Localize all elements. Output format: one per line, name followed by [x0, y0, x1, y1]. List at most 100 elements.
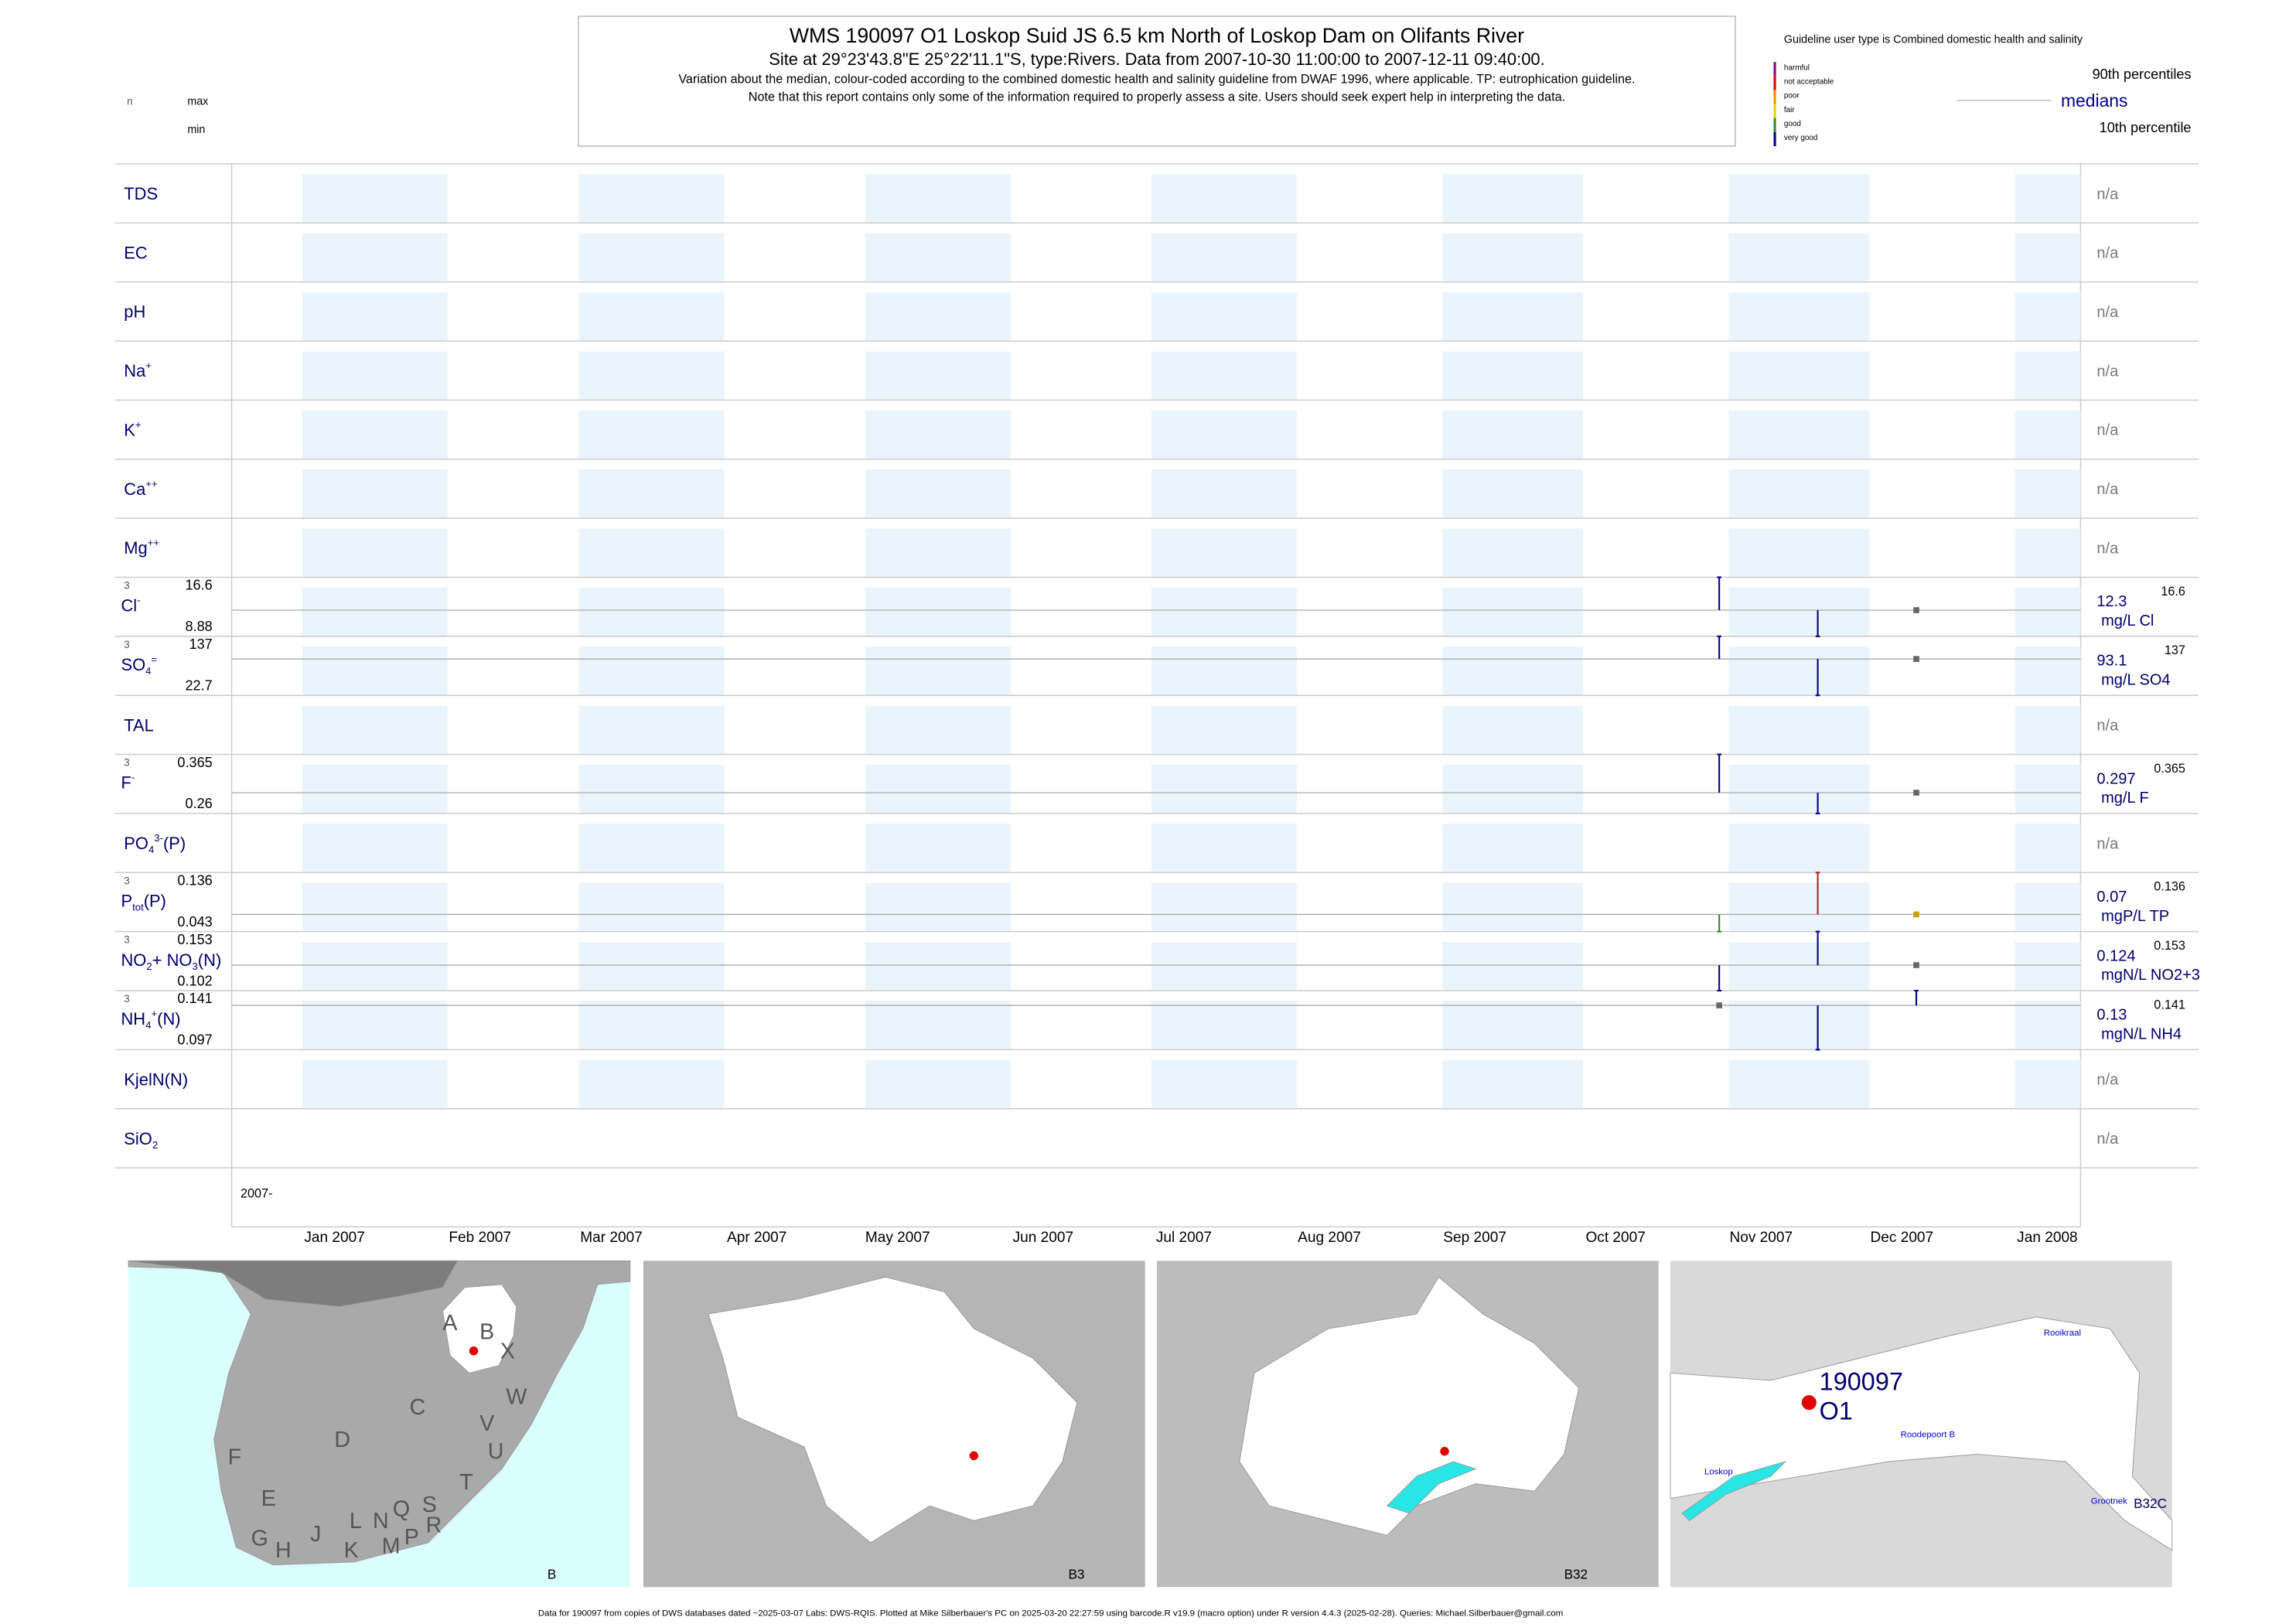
- map-shape: [128, 1260, 459, 1308]
- median-value: 0.13: [2096, 1007, 2127, 1024]
- row-label: EC: [124, 243, 147, 262]
- month-band: [302, 705, 448, 754]
- label-part: 4: [145, 665, 151, 677]
- month-band: [1151, 705, 1298, 754]
- row-label: Mg++: [124, 537, 159, 558]
- row-label: K+: [124, 418, 142, 439]
- label-part: ++: [145, 478, 158, 490]
- row-label: NO2+ NO3(N): [121, 950, 221, 972]
- x-tick-label: Apr 2007: [727, 1230, 786, 1246]
- map-label: J: [310, 1522, 321, 1547]
- month-band: [2015, 942, 2081, 991]
- month-band: [1151, 174, 1298, 223]
- month-band: [1442, 705, 1584, 754]
- row-label: PO43-(P): [124, 832, 186, 855]
- map-label: W: [506, 1384, 527, 1409]
- map-label: N: [373, 1509, 389, 1534]
- month-band: [578, 351, 725, 400]
- map-label: K: [344, 1538, 359, 1563]
- unit: mg/L F: [2101, 790, 2149, 807]
- month-band: [2015, 764, 2081, 813]
- label-part: (P): [144, 891, 166, 910]
- month-band: [578, 410, 725, 459]
- map-label: R: [426, 1513, 442, 1538]
- month-band: [578, 705, 725, 754]
- month-band: [1728, 1001, 1870, 1049]
- map-caption: B32: [1564, 1567, 1588, 1582]
- month-band: [1728, 587, 1870, 636]
- x-tick-label: Feb 2007: [449, 1230, 511, 1246]
- legend-title: Guideline user type is Combined domestic…: [1784, 33, 2083, 46]
- month-band: [865, 1059, 1011, 1108]
- month-band: [2015, 824, 2081, 872]
- month-band: [865, 469, 1011, 518]
- month-band: [1728, 882, 1870, 931]
- month-band: [578, 1001, 725, 1049]
- month-band: [1151, 1001, 1298, 1049]
- label-part: =: [151, 653, 157, 665]
- month-band: [1728, 942, 1870, 991]
- month-band: [578, 1059, 725, 1108]
- map-label: C: [410, 1395, 426, 1420]
- label-part: tot: [132, 901, 144, 913]
- month-band: [302, 1059, 448, 1108]
- na-label: n/a: [2096, 1072, 2119, 1089]
- row-min: 0.26: [185, 796, 212, 811]
- unit: mg/L Cl: [2101, 612, 2154, 629]
- median-value: 0.07: [2096, 889, 2127, 906]
- label-part: 2: [146, 960, 152, 972]
- p90-value: 16.6: [2161, 585, 2185, 599]
- map-caption: B3: [1068, 1567, 1084, 1582]
- month-band: [302, 410, 448, 459]
- site-marker: [969, 1451, 979, 1461]
- label-part: SiO: [124, 1129, 152, 1148]
- map-shape: [1681, 1461, 1787, 1521]
- month-band: [1151, 233, 1298, 281]
- month-band: [1728, 351, 1870, 400]
- label-part: (N): [198, 950, 221, 970]
- median-value: 0.297: [2096, 770, 2135, 787]
- title: WMS 190097 O1 Loskop Suid JS 6.5 km Nort…: [790, 24, 1524, 47]
- label-part: Mg: [124, 538, 147, 558]
- label-part: -: [137, 595, 140, 606]
- month-band: [2015, 1059, 2081, 1108]
- legend-swatch: [1773, 104, 1776, 118]
- x-tick-label: Jan 2007: [304, 1230, 364, 1246]
- month-band: [1728, 647, 1870, 695]
- x-tick-label: Aug 2007: [1298, 1230, 1361, 1246]
- legend-swatch: [1773, 76, 1776, 90]
- label-part: (P): [163, 834, 186, 853]
- x-tick-label: Jun 2007: [1013, 1230, 1073, 1246]
- unit: mgN/L NH4: [2101, 1026, 2182, 1043]
- label-part: 3: [192, 960, 197, 972]
- map-label: G: [251, 1527, 268, 1551]
- sample-point: [1913, 911, 1919, 918]
- month-band: [1442, 351, 1584, 400]
- map-label: U: [488, 1439, 504, 1464]
- map-label: Roodepoort B: [1901, 1431, 1956, 1440]
- unit: mgP/L TP: [2101, 908, 2169, 925]
- month-band: [2015, 705, 2081, 754]
- row-min: 22.7: [185, 678, 212, 694]
- month-band: [1442, 410, 1584, 459]
- legend-median: medians: [2061, 90, 2128, 111]
- month-band: [1151, 292, 1298, 341]
- row-max: 137: [189, 636, 213, 652]
- row-label: SO4=: [121, 653, 157, 677]
- month-band: [865, 233, 1011, 281]
- month-band: [578, 174, 725, 223]
- month-band: [1728, 764, 1870, 813]
- month-band: [1728, 174, 1870, 223]
- row-label: Ptot(P): [121, 891, 166, 913]
- month-band: [1151, 764, 1298, 813]
- row-label: F-: [121, 772, 135, 793]
- row-min: 0.097: [177, 1032, 212, 1048]
- month-band: [578, 587, 725, 636]
- unit: mgN/L NO2+3: [2101, 967, 2200, 984]
- na-label: n/a: [2096, 481, 2119, 498]
- row-min: 0.102: [177, 973, 212, 988]
- month-band: [865, 174, 1011, 223]
- month-band: [302, 1001, 448, 1049]
